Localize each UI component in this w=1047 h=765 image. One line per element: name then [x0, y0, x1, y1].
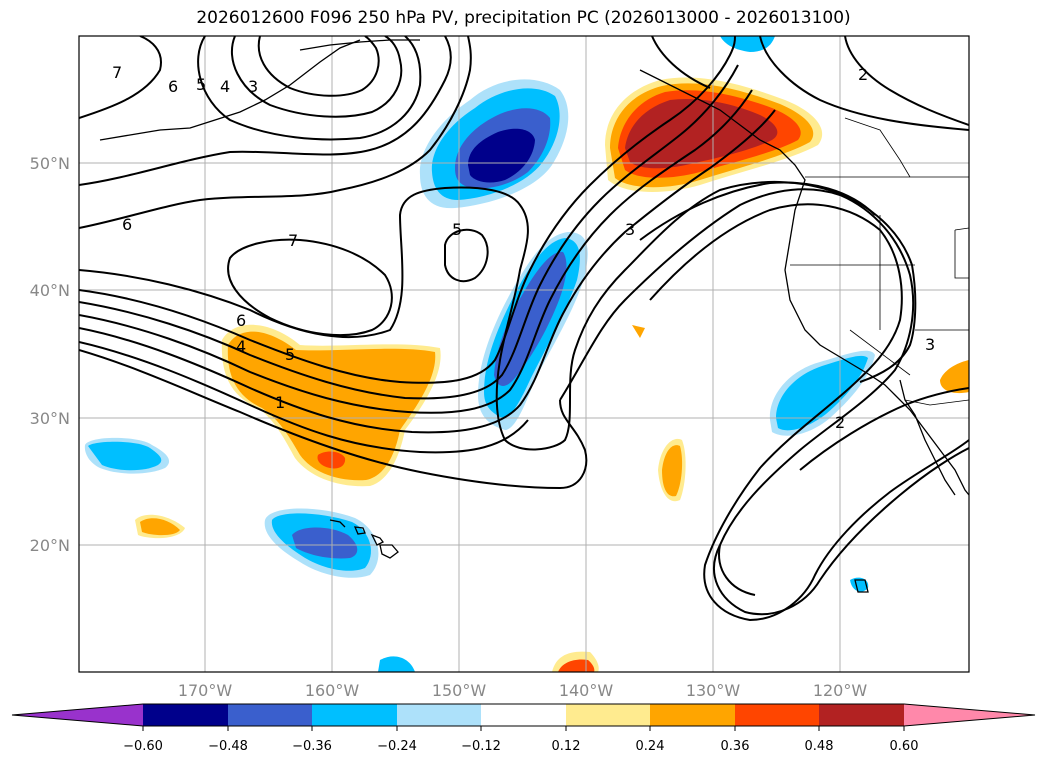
contour-label: 3 — [248, 77, 258, 96]
colorbar-ticks — [142, 726, 905, 731]
colorbar-segment — [566, 704, 650, 726]
contour-label: 5 — [452, 220, 462, 239]
lon-label: 130°W — [686, 681, 741, 700]
colorbar: −0.60 −0.48 −0.36 −0.24 −0.12 0.12 0.24 … — [11, 703, 1036, 754]
colorbar-tick-label: −0.12 — [461, 739, 501, 754]
colorbar-segment — [143, 704, 228, 726]
contour-label: 2 — [835, 413, 845, 432]
colorbar-tick-label: 0.36 — [721, 739, 750, 754]
colorbar-tick-label: 0.48 — [805, 739, 834, 754]
contour-labels: 6 5 4 3 7 6 7 6 4 5 1 5 3 2 2 3 — [112, 63, 935, 432]
colorbar-segment — [481, 704, 566, 726]
colorbar-segment — [312, 704, 397, 726]
contour-label: 4 — [220, 77, 230, 96]
contour-label: 7 — [288, 231, 298, 250]
colorbar-tick-label: −0.36 — [292, 739, 332, 754]
contour-label: 6 — [168, 77, 178, 96]
pv-contours — [79, 36, 969, 622]
lat-label: 40°N — [30, 281, 70, 300]
colorbar-segment — [397, 704, 481, 726]
longitude-labels: 170°W 160°W 150°W 140°W 130°W 120°W — [178, 681, 868, 700]
colorbar-tick-label: −0.48 — [208, 739, 248, 754]
negative-anomaly-southeast — [850, 577, 869, 592]
lat-label: 50°N — [30, 154, 70, 173]
graticule — [79, 36, 969, 672]
map-frame — [78, 35, 970, 673]
contour-label: 3 — [625, 220, 635, 239]
contour-label: 2 — [858, 65, 868, 84]
colorbar-tick-label: 0.60 — [890, 739, 919, 754]
positive-anomaly-east — [940, 360, 969, 394]
colorbar-extend-high — [904, 704, 1035, 726]
lat-label: 30°N — [30, 409, 70, 428]
positive-anomaly-west-b — [140, 518, 180, 536]
contour-label: 3 — [925, 335, 935, 354]
negative-anomaly-california — [769, 350, 875, 436]
colorbar-segment — [819, 704, 904, 726]
contour-label: 1 — [275, 393, 285, 412]
contour-label: 6 — [236, 311, 246, 330]
negative-anomaly-south — [378, 656, 415, 672]
colorbar-segment — [650, 704, 735, 726]
lon-label: 140°W — [559, 681, 614, 700]
colorbar-tick-label: 0.24 — [636, 739, 665, 754]
contour-label: 5 — [196, 75, 206, 94]
lon-label: 120°W — [813, 681, 868, 700]
lon-label: 170°W — [178, 681, 233, 700]
contour-label: 5 — [285, 345, 295, 364]
colorbar-tick-label: −0.24 — [377, 739, 417, 754]
map-title: 2026012600 F096 250 hPa PV, precipitatio… — [196, 8, 851, 28]
colorbar-tick-label: 0.12 — [552, 739, 581, 754]
lat-label: 20°N — [30, 536, 70, 555]
lon-label: 150°W — [432, 681, 487, 700]
contour-label: 4 — [236, 337, 246, 356]
lon-label: 160°W — [305, 681, 360, 700]
negative-anomaly-west — [84, 437, 170, 474]
contour-label: 6 — [122, 215, 132, 234]
negative-anomaly-hawaii — [264, 508, 379, 578]
colorbar-segment — [735, 704, 819, 726]
contour-label: 7 — [112, 63, 122, 82]
colorbar-tick-label: −0.60 — [123, 739, 163, 754]
latitude-labels: 50°N 40°N 30°N 20°N — [30, 154, 70, 555]
political-borders — [790, 117, 969, 406]
colorbar-extend-low — [12, 704, 143, 726]
negative-anomaly-nepacific — [419, 79, 569, 209]
positive-anomaly-small — [632, 325, 645, 338]
colorbar-segment — [228, 704, 312, 726]
positive-anomaly-central-b — [662, 445, 683, 497]
positive-anomaly-south-b — [558, 659, 595, 672]
